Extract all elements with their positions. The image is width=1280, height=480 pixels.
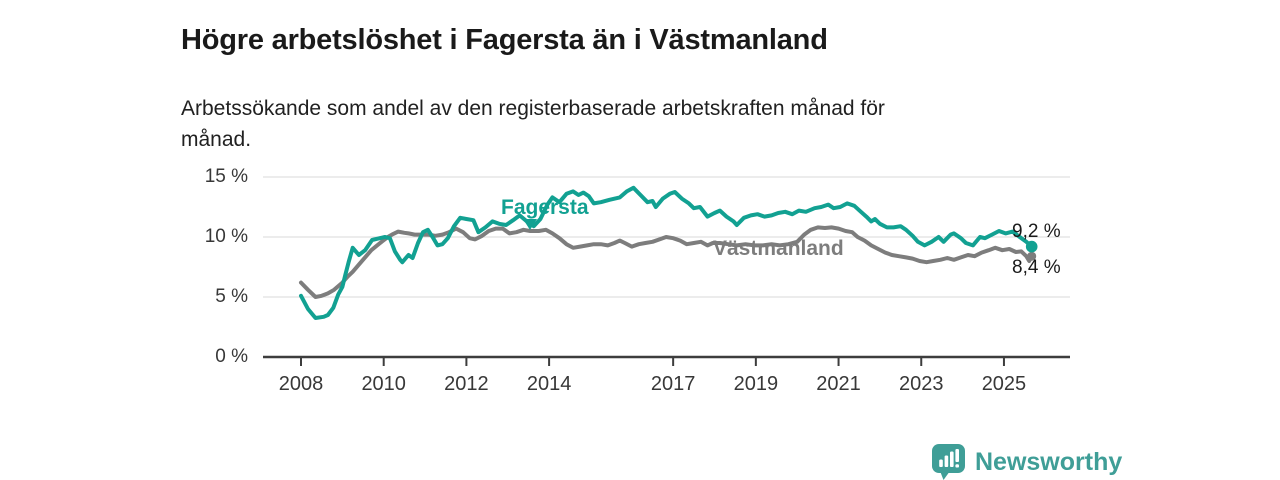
fagersta-label-pointer-icon (523, 219, 537, 230)
series-line-fagersta (299, 185, 1034, 320)
newsworthy-logo-text: Newsworthy (975, 448, 1123, 476)
series-end-dot-vastmanland (1027, 251, 1037, 261)
series-label-vastmanland: Västmanland (713, 237, 844, 260)
newsworthy-logo-icon (932, 444, 965, 480)
series-label-fagersta: Fagersta (501, 196, 589, 219)
series-end-dot-fagersta (1025, 240, 1038, 253)
end-value-label-fagersta: 9,2 % (1012, 221, 1061, 242)
series-line-vastmanland (299, 225, 1034, 299)
chart-subtitle: Arbetssökande som andel av den registerb… (181, 97, 885, 151)
page-title: Högre arbetslöshet i Fagersta än i Västm… (181, 24, 828, 57)
end-value-label-vastmanland: 8,4 % (1012, 257, 1061, 278)
newsworthy-logo: Newsworthy (932, 444, 1122, 480)
